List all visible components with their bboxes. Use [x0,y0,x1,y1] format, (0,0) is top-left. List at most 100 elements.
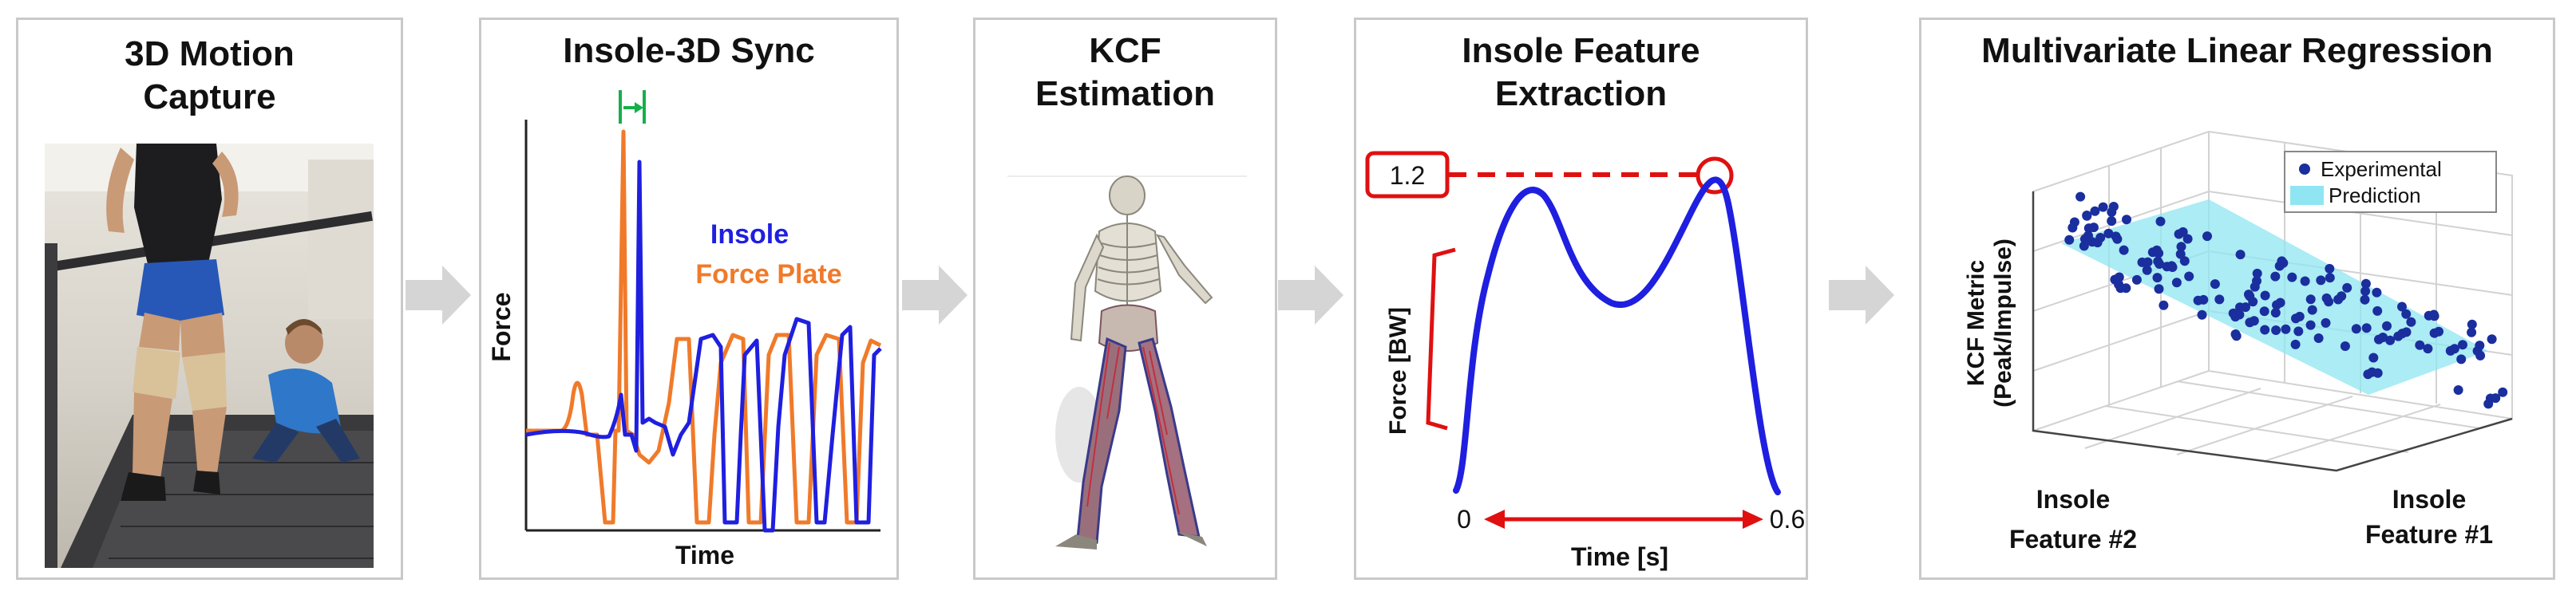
scatter-point [2098,202,2108,212]
scatter-point [2467,319,2477,329]
scatter-point [2385,335,2396,345]
scatter-point [2119,245,2129,255]
legend-insole: Insole [710,219,789,250]
legend: Experimental Prediction [2284,151,2497,213]
force-curve [1453,176,1781,495]
scatter-point [2114,279,2124,290]
scatter-point [2064,234,2075,245]
scatter-point [2277,256,2287,266]
scatter-point [2498,387,2508,397]
loading-rate-bracket [1426,247,1456,431]
scatter-point [2423,344,2433,354]
scatter-point [2107,207,2117,217]
scatter-point [2287,272,2297,282]
scatter-point [2293,326,2304,337]
panel-feature-extraction: Insole Feature Extraction 1.2 Force [BW]… [1354,18,1808,580]
sync-chart: Force Time Insole Force Plate [487,90,882,569]
flow-arrow-icon [1278,266,1343,325]
scatter-point [2103,228,2114,238]
x-start-label: 0 [1457,505,1471,534]
treadmill-photo [45,144,374,568]
force-plate-series [526,129,882,525]
scatter-point [2467,327,2477,337]
scatter-point [2300,276,2310,286]
scatter-point [2401,309,2412,319]
scatter-point [2316,275,2326,286]
scatter-point [2092,238,2103,248]
prediction-plane [2061,199,2488,395]
scatter-point [2075,191,2086,202]
flow-arrow-icon [902,266,967,325]
x-axis-label: Time [675,541,734,569]
panel-motion-capture: 3D Motion Capture [16,18,403,580]
panel-title: Multivariate Linear Regression [1981,31,2493,70]
scatter-point [2333,294,2344,305]
scatter-point [2321,317,2331,328]
scatter-point [2342,282,2352,293]
scatter-point [2197,309,2207,320]
scatter-point [2456,354,2467,365]
feature-chart: 1.2 Force [BW] 0 0.6 Time [s] [1365,151,1805,571]
scatter-point [2090,206,2100,216]
scatter-point [2281,324,2291,334]
scatter-point [2372,287,2382,298]
scatter-point [2230,329,2241,339]
scatter-point [2202,231,2212,242]
scatter-point [2184,271,2194,282]
y-axis-label: Force [BW] [1385,307,1411,435]
x-axis-label: Time [s] [1571,542,1668,571]
scatter-point [2260,290,2270,301]
scatter-point [2324,297,2334,307]
scatter-point [2234,309,2245,320]
flow-arrow-icon [406,266,471,325]
y-axis-label: Force [487,292,516,361]
scatter-point [2361,323,2372,333]
scatter-point [2290,339,2301,349]
scatter-point [2472,346,2483,356]
scatter-point [2250,282,2260,292]
regression-3d-plot: Experimental Prediction KCF Metric (Peak… [1963,130,2513,554]
scatter-point [2244,290,2254,300]
x-axis-label-line2: Feature #2 [2009,525,2137,554]
scatter-point [2458,340,2467,350]
y-axis-label-line2: Feature #1 [2365,520,2493,549]
flow-arrow-icon [1829,266,1894,325]
scatter-point [2153,256,2163,266]
scatter-point [2401,327,2412,337]
scatter-point [2182,234,2193,244]
peak-value-label: 1.2 [1390,161,1425,190]
scatter-point [2429,328,2439,338]
scatter-point [2453,385,2463,395]
scatter-point [2291,313,2301,324]
scatter-point [2305,320,2316,330]
scatter-point [2122,215,2131,225]
scatter-point [2210,279,2220,290]
panel-title: Insole Feature Extraction [1462,31,1700,113]
scatter-point [2154,248,2164,258]
scatter-point [2270,271,2281,282]
x-axis-label-line1: Insole [2036,485,2110,514]
scatter-point [2487,334,2497,345]
scatter-point [2111,231,2121,242]
scatter-point [2260,325,2270,335]
scatter-point [2131,274,2142,285]
scatter-point [2068,223,2078,233]
legend-force-plate: Force Plate [695,259,841,290]
legend-experimental: Experimental [2321,157,2442,181]
scatter-point [2088,223,2099,233]
scatter-point [2162,262,2172,272]
scatter-point [2272,300,2281,310]
scatter-point [2235,250,2246,260]
scatter-point [2152,273,2162,283]
scatter-point [2270,308,2281,318]
scatter-point [2107,216,2117,227]
scatter-point [2235,302,2245,313]
scatter-point [2249,316,2259,326]
scatter-point [2351,324,2361,334]
scatter-point [2368,353,2379,363]
legend-prediction-swatch [2290,186,2324,205]
peak-value-box [1365,151,1450,199]
scatter-point [2305,294,2316,305]
scatter-point [2372,368,2383,378]
scatter-point [2178,227,2188,237]
